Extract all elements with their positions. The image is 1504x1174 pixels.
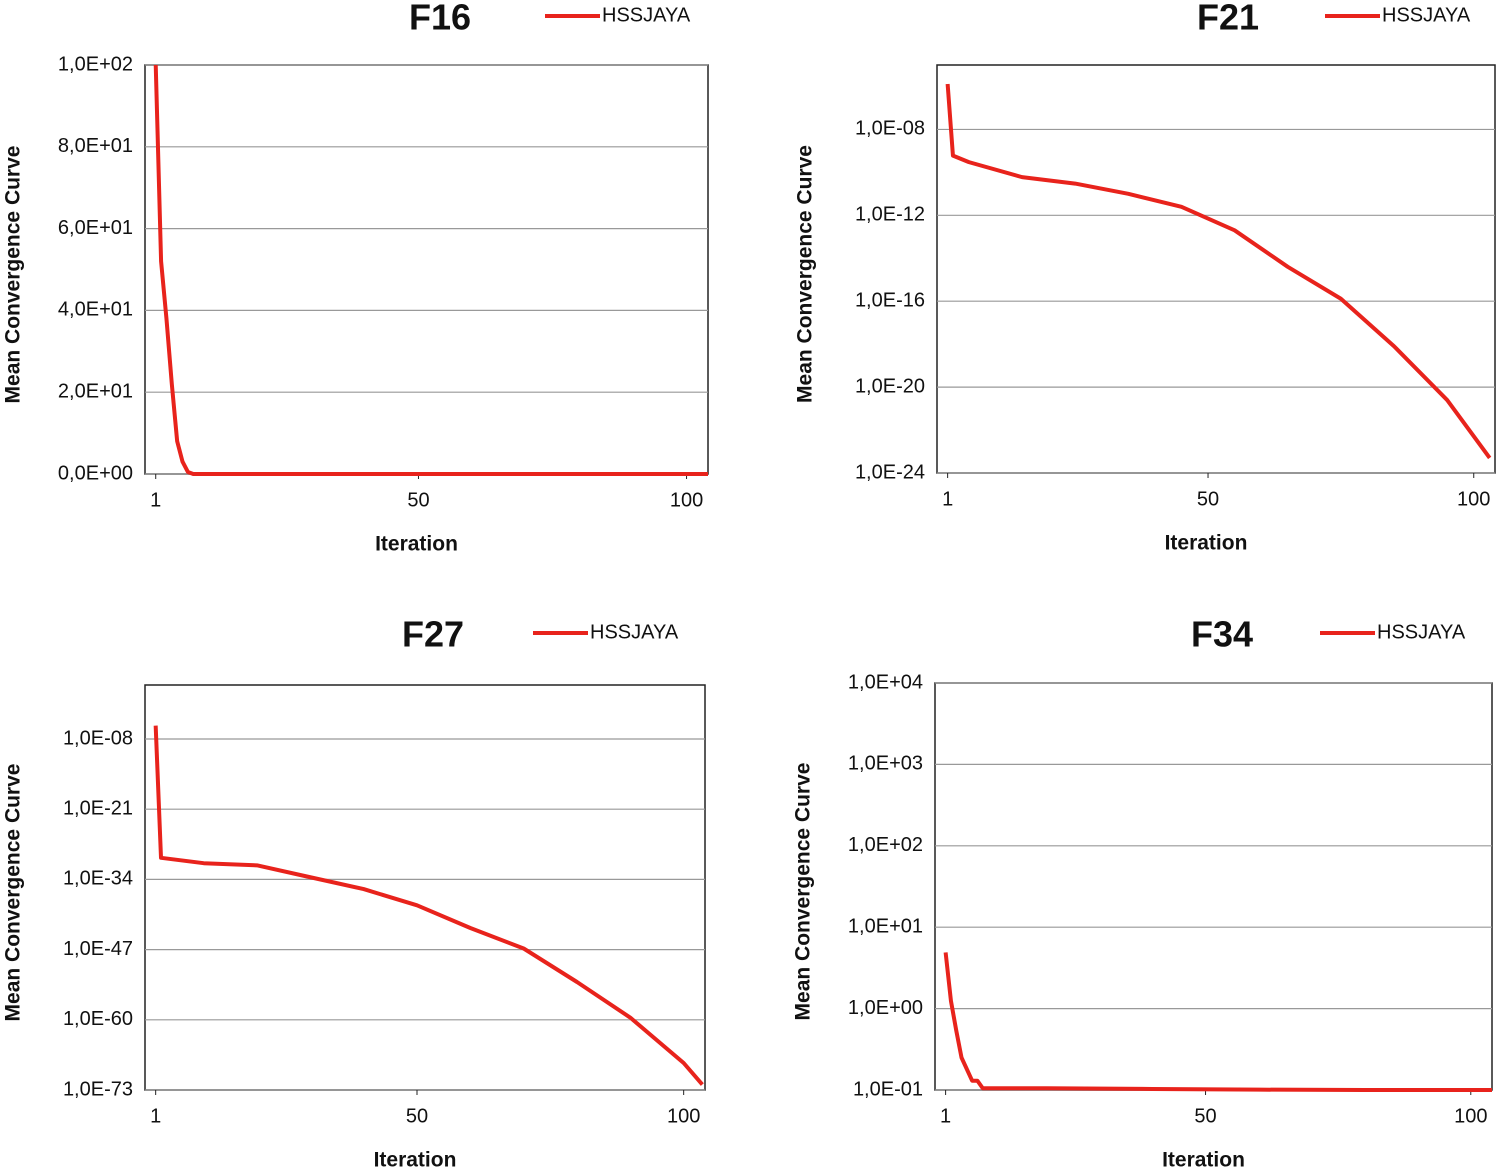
chart-title: F34 [1191,614,1253,655]
legend-label: HSSJAYA [590,621,679,643]
y-axis-label: Mean Convergence Curve [792,763,815,1021]
y-tick-label: 1,0E+00 [848,997,923,1019]
x-tick-label: 100 [1454,1105,1487,1127]
y-tick-label: 4,0E+01 [58,299,133,321]
y-tick-label: 8,0E+01 [58,135,133,157]
x-tick-label: 100 [667,1105,700,1127]
y-tick-label: 2,0E+01 [58,380,133,402]
y-tick-label: 1,0E-12 [855,204,925,226]
y-tick-label: 1,0E-08 [63,727,133,749]
legend-label: HSSJAYA [602,4,691,26]
x-axis-label: Iteration [375,533,458,556]
x-axis-label: Iteration [374,1149,457,1172]
y-tick-label: 0,0E+00 [58,462,133,484]
x-tick-label: 100 [1457,488,1490,510]
x-tick-label: 50 [407,489,429,511]
x-tick-label: 50 [406,1105,428,1127]
data-line [943,952,1492,1092]
y-tick-label: 1,0E-01 [853,1078,923,1100]
data-line [153,64,708,476]
y-tick-label: 1,0E-16 [855,289,925,311]
x-tick-label: 1 [150,1105,161,1127]
x-tick-label: 100 [670,489,703,511]
y-axis-label: Mean Convergence Curve [2,764,25,1022]
y-tick-label: 1,0E+04 [848,671,923,693]
y-tick-label: 1,0E-73 [63,1078,133,1100]
x-tick-label: 1 [150,489,161,511]
plot-frame [144,684,706,1091]
y-tick-label: 1,0E+01 [848,915,923,937]
y-axis-label: Mean Convergence Curve [2,146,25,404]
y-axis-label: Mean Convergence Curve [794,145,817,403]
data-line [945,83,1492,460]
x-tick-label: 1 [942,488,953,510]
y-tick-label: 1,0E-47 [63,938,133,960]
plot-frame [934,682,1493,1091]
y-tick-label: 1,0E+03 [848,753,923,775]
plot-frame [144,64,709,475]
y-tick-label: 1,0E-60 [63,1008,133,1030]
x-tick-label: 50 [1197,488,1219,510]
y-tick-label: 1,0E-24 [855,461,925,483]
data-line [153,725,704,1086]
y-tick-label: 1,0E-20 [855,375,925,397]
y-tick-label: 6,0E+01 [58,217,133,239]
legend-label: HSSJAYA [1377,621,1466,643]
legend-label: HSSJAYA [1382,4,1471,26]
y-tick-label: 1,0E+02 [848,834,923,856]
y-tick-label: 1,0E-21 [63,797,133,819]
y-tick-label: 1,0E-34 [63,868,133,890]
chart-title: F21 [1197,0,1259,38]
y-tick-label: 1,0E+02 [58,53,133,75]
x-tick-label: 1 [940,1105,951,1127]
x-tick-label: 50 [1194,1105,1216,1127]
chart-title: F16 [409,0,471,38]
chart-title: F27 [402,614,464,655]
x-axis-label: Iteration [1165,532,1248,555]
x-axis-label: Iteration [1162,1149,1245,1172]
y-tick-label: 1,0E-08 [855,118,925,140]
plot-frame [936,64,1496,474]
